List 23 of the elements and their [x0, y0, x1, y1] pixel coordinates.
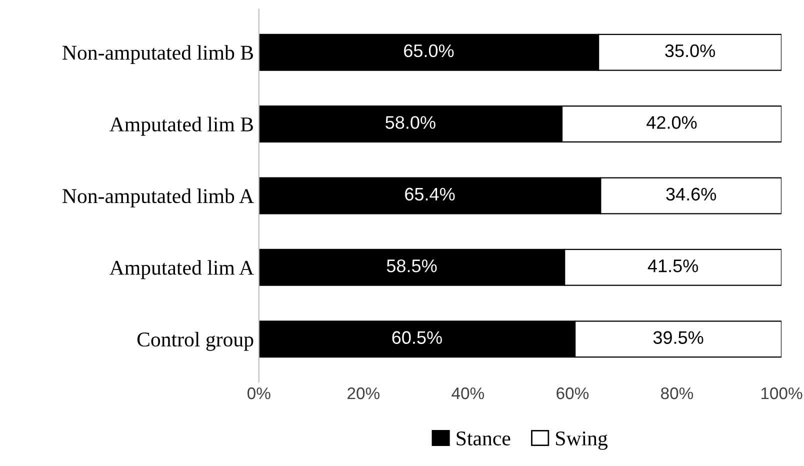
data-label: 35.0% — [665, 44, 715, 58]
x-tick-label: 80% — [661, 387, 694, 400]
data-label: 34.6% — [666, 188, 716, 201]
y-tick-label: Amputated lim A — [110, 260, 254, 280]
y-tick-label: Control group — [137, 332, 254, 351]
x-tick-label: 60% — [556, 387, 589, 400]
data-label: 65.4% — [405, 188, 455, 201]
data-label: 65.0% — [404, 44, 454, 58]
data-label: 60.5% — [392, 331, 442, 344]
y-tick-label: Non-amputated limb B — [62, 45, 254, 64]
legend-label: Swing — [556, 431, 608, 450]
x-tick-label: 20% — [348, 387, 380, 400]
data-label: 39.5% — [653, 331, 704, 344]
y-tick-label: Amputated lim B — [110, 116, 254, 136]
x-tick-label: 0% — [247, 387, 270, 400]
x-tick-label: 40% — [452, 387, 484, 400]
legend-label: Stance — [456, 431, 510, 446]
data-label: 41.5% — [648, 260, 698, 272]
y-tick-label: Non-amputated limb A — [62, 188, 254, 208]
data-label: 58.5% — [386, 259, 437, 272]
x-tick-label: 100% — [761, 387, 802, 400]
data-label: 58.0% — [386, 116, 436, 129]
data-label: 42.0% — [646, 116, 697, 129]
